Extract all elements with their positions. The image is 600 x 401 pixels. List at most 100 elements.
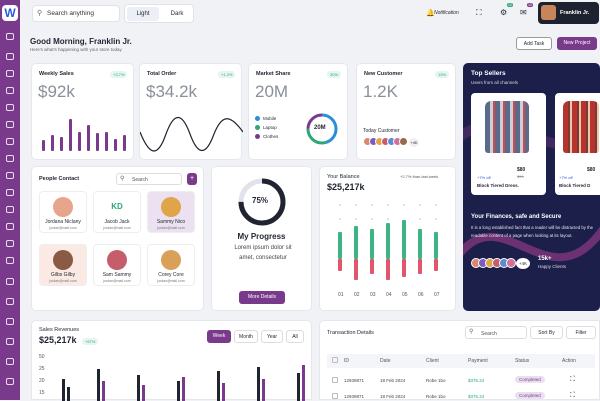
tab-year[interactable]: Year [261, 330, 283, 343]
bell-icon[interactable]: 🔔 [426, 10, 435, 17]
row-checkbox[interactable] [332, 377, 338, 383]
inbox-icon[interactable] [6, 318, 14, 325]
list-icon[interactable] [6, 240, 14, 247]
balance-down-bar [386, 259, 390, 280]
bag-icon[interactable] [6, 172, 14, 179]
progress-ring [238, 178, 286, 226]
dark-theme-button[interactable]: Dark [170, 11, 184, 17]
column-header-date[interactable]: Date [380, 358, 391, 364]
box-icon[interactable] [6, 223, 14, 230]
balance-up-bar [434, 232, 438, 259]
contact-card[interactable]: KD Jacob Jack jordan@mail.com [93, 191, 141, 233]
avatar-initials: KD [107, 197, 127, 217]
user-icon[interactable] [6, 70, 14, 77]
cell-payment: $376.24 [468, 394, 485, 399]
folder-icon[interactable] [6, 121, 14, 128]
grid-dot [387, 204, 389, 206]
card-title: New Customer [364, 71, 403, 77]
tab-all[interactable]: All [286, 330, 304, 343]
tag-icon[interactable] [6, 189, 14, 196]
balance-up-bar [418, 229, 422, 259]
user-menu[interactable]: Franklin Jr. [538, 2, 599, 24]
mail-icon[interactable] [6, 155, 14, 162]
expand-icon[interactable]: ⛶ [570, 392, 575, 399]
y-tick: 15 [39, 390, 45, 396]
grid-dot [387, 218, 389, 220]
envelope-icon[interactable] [6, 298, 14, 305]
contact-card[interactable]: Corey Core jordan@mail.com [147, 244, 195, 286]
x-tick-label: 05 [402, 292, 408, 298]
contact-card[interactable]: Sammy Nico jordan@mail.com [147, 191, 195, 233]
add-task-button[interactable]: Add Task [516, 37, 552, 50]
growth-badge: 13% [435, 71, 450, 78]
card-title: Top Sellers [471, 70, 506, 77]
weekly-sales-bars [38, 116, 128, 151]
contact-card[interactable]: Jordana Niclany jordan@mail.com [39, 191, 87, 233]
column-header-status[interactable]: Status [515, 358, 530, 364]
gear-icon[interactable]: ⚙ [500, 8, 508, 17]
column-header-action[interactable]: Action [562, 358, 576, 364]
page-subtitle: Here's what's happening with your store … [30, 47, 122, 52]
light-theme-button[interactable]: Light [127, 7, 159, 21]
new-project-button[interactable]: New Project [557, 37, 597, 50]
table-icon[interactable] [6, 278, 14, 285]
select-all-checkbox[interactable] [332, 357, 338, 363]
cell-payment: $376.24 [468, 378, 485, 383]
row-checkbox[interactable] [332, 393, 338, 399]
contact-name: Sammy Nico [156, 219, 186, 225]
add-contact-button[interactable]: + [187, 173, 197, 185]
avatar [107, 250, 127, 270]
contact-card[interactable]: Gilbs Gilby jordan@mail.com [39, 244, 87, 286]
fullscreen-icon[interactable]: ⛶ [476, 8, 482, 17]
card-value: 20M [255, 82, 289, 101]
settings-icon[interactable] [6, 378, 14, 385]
contact-name: Jordana Niclany [45, 219, 81, 225]
product-name: Block Tiered Dress. [477, 183, 519, 188]
new-customer-card: New Customer 13% 1.2K Today Customer +4K [356, 63, 456, 160]
transaction-search-input[interactable]: ⚲ Search [465, 326, 527, 339]
more-details-button[interactable]: More Details [239, 291, 285, 304]
chart-icon[interactable] [6, 104, 14, 111]
calendar-icon[interactable] [6, 138, 14, 145]
cell-id: 12939871 [344, 394, 365, 399]
sort-by-button[interactable]: Sort By [530, 326, 563, 339]
transactions-card: Transaction Details ⚲ Search Sort By Fil… [319, 320, 600, 400]
contact-search-input[interactable]: ⚲ Search [116, 173, 182, 185]
theme-toggle: Light Dark [124, 4, 194, 23]
sales-bar [78, 132, 81, 151]
expand-icon[interactable]: ⛶ [570, 376, 575, 383]
balance-up-bar [386, 223, 390, 259]
rocket-icon[interactable] [6, 206, 14, 213]
logo[interactable]: W [2, 5, 18, 21]
tab-month[interactable]: Month [234, 330, 258, 343]
avatar [506, 258, 516, 268]
notification-label[interactable]: Notification [434, 10, 459, 16]
filter-button[interactable]: Filter [566, 326, 596, 339]
column-header-payment[interactable]: Payment [468, 358, 488, 364]
dashboard-icon[interactable] [6, 53, 14, 60]
market-share-donut [306, 113, 338, 145]
product-card[interactable]: $80 +7% off Block Tiered D [555, 93, 600, 195]
column-header-client[interactable]: Client [426, 358, 439, 364]
tab-week[interactable]: Week [207, 330, 231, 343]
grid-icon[interactable] [6, 257, 14, 264]
growth-badge: +57% [82, 338, 99, 345]
home-icon[interactable] [6, 33, 14, 40]
column-header-id[interactable]: ID [344, 358, 349, 364]
sales-bar [114, 139, 117, 151]
balance-down-bar [370, 259, 374, 274]
progress-title: My Progress [237, 232, 286, 241]
grid-dot [339, 204, 341, 206]
lock-icon[interactable] [6, 358, 14, 365]
x-tick-label: 03 [370, 292, 376, 298]
contact-card[interactable]: Sam Sammy jordan@mail.com [93, 244, 141, 286]
cart-icon[interactable] [6, 87, 14, 94]
legend-dot-clothes [255, 134, 260, 139]
mail-icon[interactable]: ✉ [520, 8, 527, 17]
product-card[interactable]: $80 $99 +7% off Block Tiered Dress. [471, 93, 546, 195]
search-input[interactable]: ⚲ Search anything [32, 5, 120, 22]
grid-dot [419, 218, 421, 220]
sales-revenues-card: Sales Revenues $25,217k +57% Week Month … [31, 320, 312, 401]
table-header [327, 354, 595, 368]
globe-icon[interactable] [6, 338, 14, 345]
